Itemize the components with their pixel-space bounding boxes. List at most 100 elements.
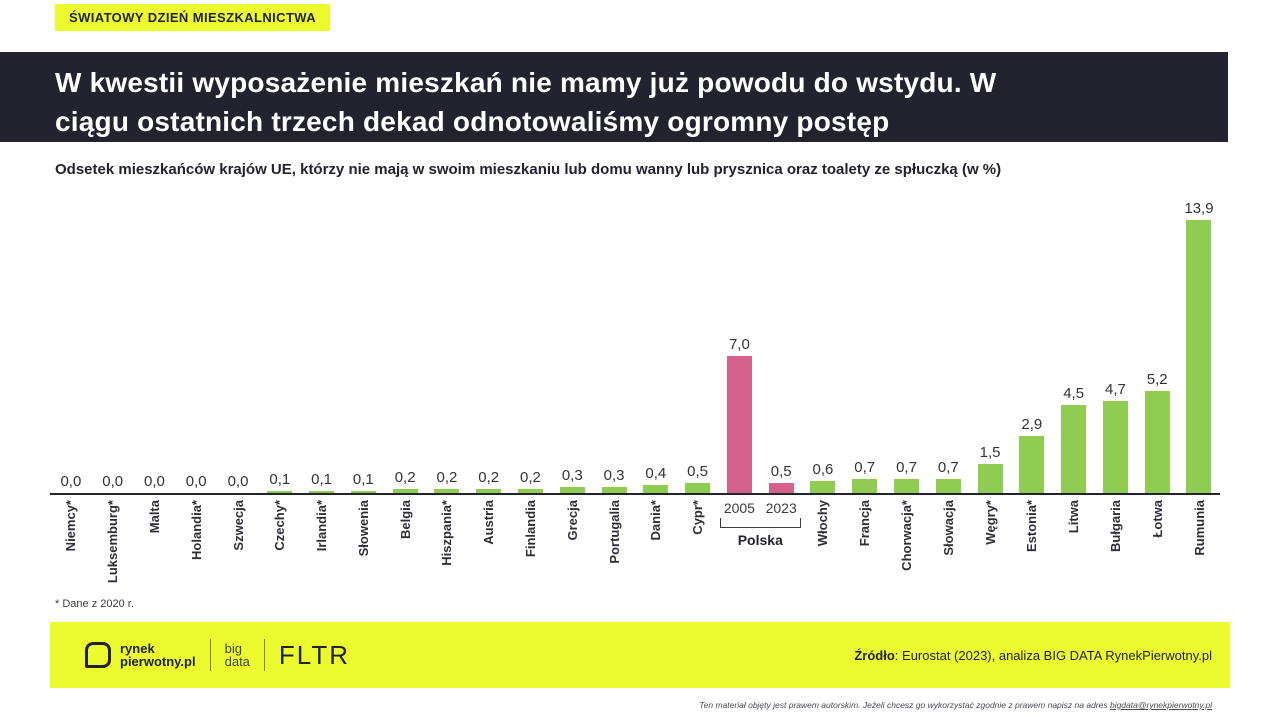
country-label: Dania*: [648, 500, 664, 541]
country-label: Włochy: [815, 500, 831, 547]
bar-value-label: 0,7: [854, 459, 876, 476]
bar-column: 0,0: [134, 473, 176, 493]
bar-value-label: 0,6: [812, 461, 834, 478]
country-label: Chorwacja*: [899, 500, 915, 571]
country-label: Litwa: [1066, 500, 1082, 534]
page-title: W kwestii wyposażenie mieszkań nie mamy …: [55, 67, 997, 137]
country-label: Finlandia: [522, 500, 538, 558]
bar-column: 13,9: [1178, 200, 1220, 493]
bar-value-label: 2,9: [1021, 416, 1043, 433]
bar: [601, 487, 627, 493]
bar-value-label: 0,5: [687, 463, 709, 480]
country-label-cell: Dania*: [635, 495, 677, 625]
group-label-cell: 2005 2023 Polska: [719, 495, 803, 625]
bar-column: 4,5: [1053, 385, 1095, 493]
bar-column: 0,5: [677, 463, 719, 493]
source-note: Źródło: Eurostat (2023), analiza BIG DAT…: [854, 648, 1212, 663]
bar-value-label: 0,3: [603, 467, 625, 484]
bar: [810, 481, 836, 493]
header-banner: W kwestii wyposażenie mieszkań nie mamy …: [0, 52, 1228, 142]
bar-value-label: 0,2: [394, 469, 416, 486]
bar-column: 0,3: [593, 467, 635, 493]
source-label: Źródło: [854, 647, 895, 663]
rynekpierwotny-logo-icon: [85, 642, 111, 668]
country-label-cell: Węgry*: [969, 495, 1011, 625]
country-label: Portugalia: [606, 500, 622, 564]
copyright-text: Ten materiał objęty jest prawem autorski…: [699, 700, 1110, 710]
brand-wordmark: rynek pierwotny.pl: [120, 642, 196, 668]
country-label: Belgia: [397, 500, 413, 540]
bigdata-line2: data: [224, 654, 250, 669]
bar-value-label: 0,2: [478, 469, 500, 486]
bar: [935, 479, 961, 493]
country-label-cell: Finlandia: [510, 495, 552, 625]
bar-column: 4,7: [1095, 381, 1137, 493]
bar-value-label: 0,0: [227, 473, 249, 490]
country-label-cell: Holandia*: [175, 495, 217, 625]
bar: [392, 489, 418, 493]
rynekpierwotny-logo: rynek pierwotny.pl big data FLTR: [85, 639, 350, 671]
country-label: Czechy*: [272, 500, 288, 551]
country-label: Austria: [481, 500, 497, 545]
bar-column: 2,9: [1011, 416, 1053, 493]
country-label-cell: Irlandia*: [301, 495, 343, 625]
bar-value-label: 13,9: [1184, 200, 1214, 217]
logo-divider: [263, 639, 265, 671]
country-label: Hiszpania*: [439, 500, 455, 566]
bar-column: 0,2: [510, 469, 552, 493]
country-label: Rumunia: [1191, 500, 1207, 556]
bar-value-label: 0,4: [645, 465, 667, 482]
bar-value-label: 4,7: [1104, 381, 1126, 398]
country-label-cell: Malta: [134, 495, 176, 625]
bar: [894, 479, 920, 493]
copyright-note: Ten materiał objęty jest prawem autorski…: [699, 700, 1212, 710]
bar-column: 0,6: [802, 461, 844, 493]
bar-column: 0,0: [175, 473, 217, 493]
country-label-cell: Portugalia: [593, 495, 635, 625]
bar-column: 0,2: [468, 469, 510, 493]
fltr-wordmark: FLTR: [278, 639, 350, 670]
country-label: Niemcy*: [63, 500, 79, 552]
country-label: Grecja: [564, 500, 580, 541]
bar-highlight: [726, 356, 752, 493]
source-text: : Eurostat (2023), analiza BIG DATA Ryne…: [894, 647, 1212, 663]
country-label: Łotwa: [1149, 500, 1165, 538]
country-label-cell: Belgia: [384, 495, 426, 625]
bar-value-label: 0,1: [352, 471, 374, 488]
bar-column: 0,3: [551, 467, 593, 493]
bar: [1019, 436, 1045, 493]
country-label: Bułgaria: [1107, 500, 1123, 553]
group-bracket: [719, 518, 802, 528]
bar: [643, 485, 669, 493]
bar-value-label: 0,3: [561, 467, 583, 484]
bar: [1186, 220, 1212, 493]
country-label-cell: Grecja: [551, 495, 593, 625]
bar-value-label: 0,7: [896, 459, 917, 476]
chart-subtitle: Odsetek mieszkańców krajów UE, którzy ni…: [55, 161, 1002, 178]
country-label-cell: Czechy*: [259, 495, 301, 625]
bar-value-label: 0,0: [60, 473, 82, 490]
bar-column: 0,0: [92, 473, 134, 493]
country-label-cell: Włochy: [802, 495, 844, 625]
country-label-cell: Estonia*: [1011, 495, 1053, 625]
year-label: 2005: [723, 500, 755, 516]
country-label-cell: Chorwacja*: [886, 495, 928, 625]
country-label-cell: Austria: [468, 495, 510, 625]
chart-bars-row: 0,0 0,0 0,0 0,0 0,0 0,1 0,1 0,1 0,2 0,2 0,2 0,2 0,3 0…: [50, 195, 1220, 495]
bar: [1144, 391, 1170, 493]
country-label: Słowenia: [355, 500, 371, 557]
contact-email-link[interactable]: bigdata@rynekpierwotny.pl: [1109, 700, 1212, 710]
year-label: 2023: [765, 500, 797, 516]
bar: [476, 489, 502, 493]
bar: [685, 483, 711, 493]
bar-value-label: 0,0: [102, 473, 124, 490]
country-label: Luksemburg*: [105, 500, 121, 584]
bar: [1102, 401, 1128, 493]
country-label-cell: Łotwa: [1136, 495, 1178, 625]
bar-column: 1,5: [969, 444, 1011, 493]
bar-column: 0,7: [844, 459, 886, 493]
country-label: Węgry*: [982, 500, 998, 545]
bar-value-label: 0,2: [436, 469, 458, 486]
country-label: Malta: [146, 500, 162, 534]
bar-column: 0,4: [635, 465, 677, 493]
